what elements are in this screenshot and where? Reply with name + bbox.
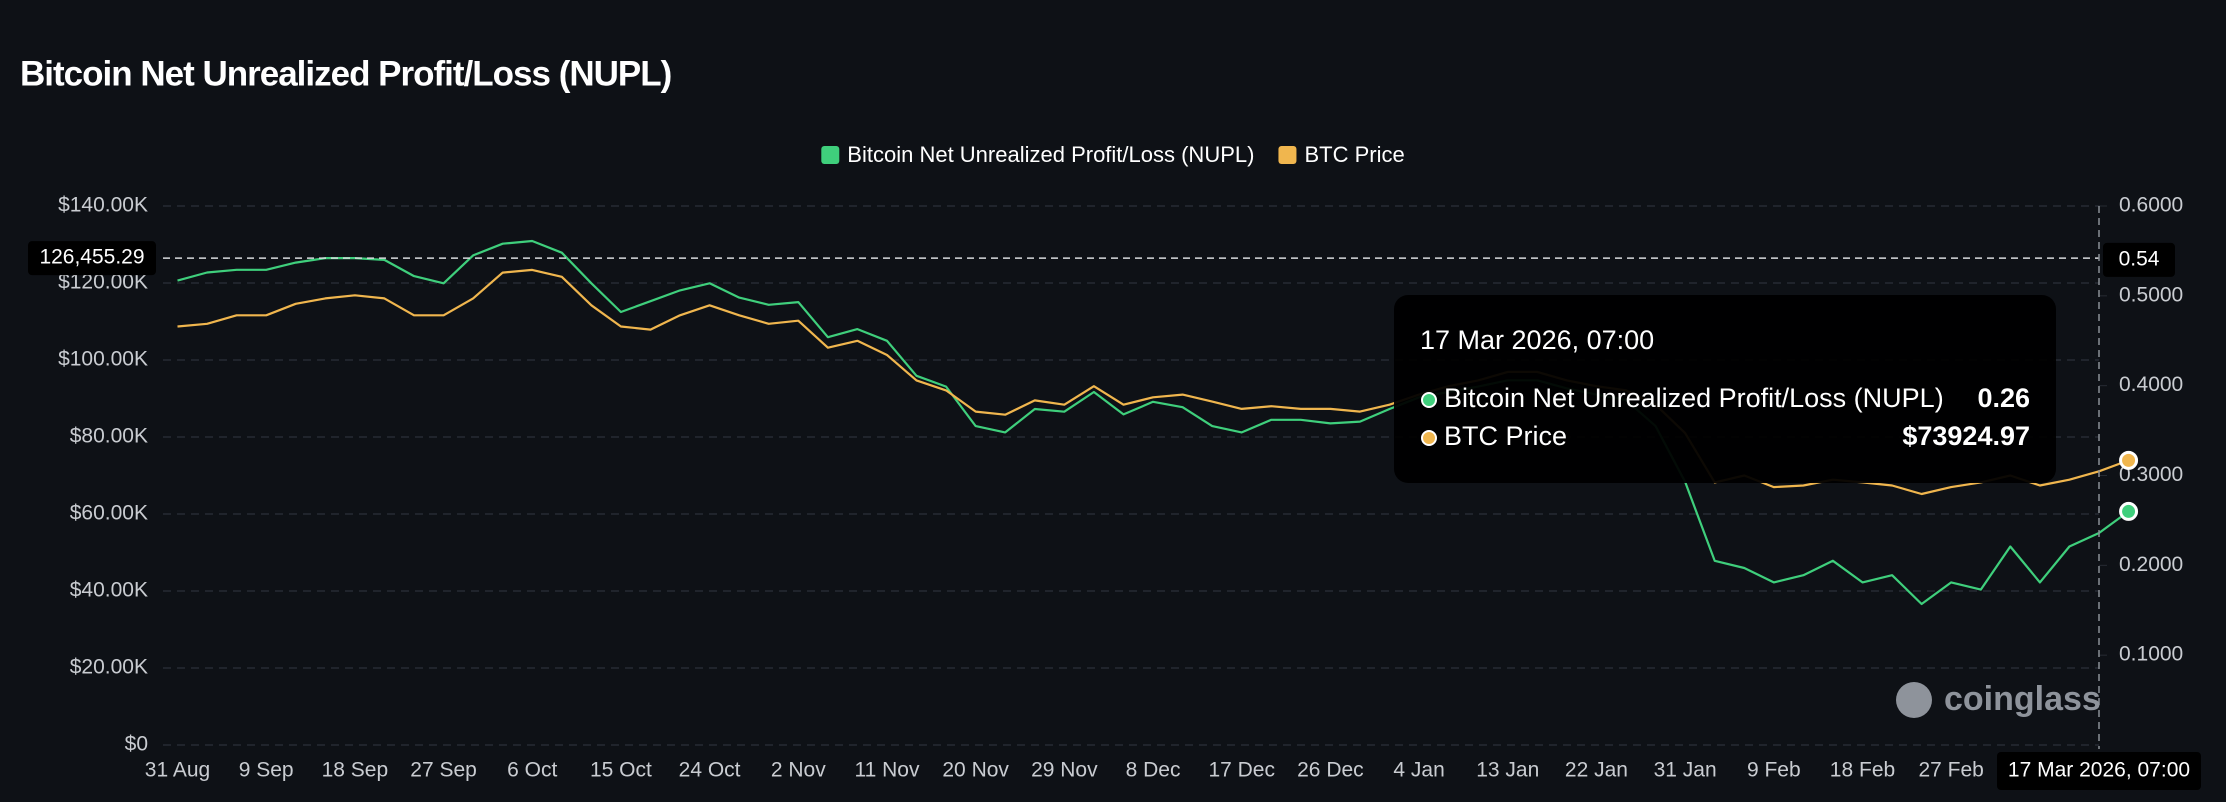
y-tick-label: $140.00K <box>58 194 148 217</box>
crosshair-y2-label: 0.54 <box>2119 247 2160 270</box>
y2-tick-label: 0.1000 <box>2119 643 2183 666</box>
x-tick-label: 18 Sep <box>322 759 389 782</box>
x-tick-label: 31 Jan <box>1654 759 1717 782</box>
y-tick-label: $40.00K <box>70 579 148 602</box>
watermark: coinglass <box>1944 680 2101 718</box>
watermark-icon <box>1896 682 1932 718</box>
crosshair-y-box <box>28 241 156 276</box>
tooltip-title: 17 Mar 2026, 07:00 <box>1420 325 1654 355</box>
tooltip: 17 Mar 2026, 07:00 Bitcoin Net Unrealized… <box>1394 295 2056 483</box>
overlay: 126,455.29 0.54 coinglass 17 Mar 2026, 07:0… <box>28 206 2201 790</box>
x-tick-label: 22 Jan <box>1565 759 1628 782</box>
x-tick-label: 17 Dec <box>1208 759 1275 782</box>
y2-tick-label: 0.6000 <box>2119 194 2183 217</box>
chart-title: Bitcoin Net Unrealized Profit/Loss (NUPL… <box>20 54 671 93</box>
y-tick-label: $100.00K <box>58 348 148 371</box>
x-tick-label: 31 Aug <box>145 759 210 782</box>
hover-dot <box>2119 450 2139 470</box>
x-tick-label: 11 Nov <box>854 759 919 782</box>
legend-label: Bitcoin Net Unrealized Profit/Loss (NUPL… <box>847 142 1254 167</box>
hover-dot <box>2119 501 2139 521</box>
crosshair-x-label: 17 Mar 2026, 07:00 <box>2008 759 2190 782</box>
crosshair-x-box <box>1997 752 2201 790</box>
y2-tick-label: 0.2000 <box>2119 553 2183 576</box>
x-tick-label: 13 Jan <box>1476 759 1539 782</box>
tooltip-box <box>1394 295 2056 483</box>
x-tick-label: 9 Sep <box>239 759 294 782</box>
tooltip-name: BTC Price <box>1444 421 1567 451</box>
x-tick-label: 9 Feb <box>1747 759 1801 782</box>
series-line <box>177 239 2130 606</box>
tooltip-name: Bitcoin Net Unrealized Profit/Loss (NUPL… <box>1444 383 1944 413</box>
x-tick-label: 27 Sep <box>410 759 477 782</box>
x-tick-label: 8 Dec <box>1126 759 1181 782</box>
legend-swatch <box>821 146 840 164</box>
tooltip-value: 0.26 <box>1977 383 2030 413</box>
tooltip-dot <box>1421 392 1437 408</box>
plot <box>177 239 2130 606</box>
tooltip-dot <box>1421 430 1437 446</box>
series-line <box>177 268 2129 496</box>
x-tick-label: 27 Feb <box>1918 759 1983 782</box>
y2-tick-label: 0.5000 <box>2119 283 2183 306</box>
x-tick-label: 29 Nov <box>1031 759 1098 782</box>
legend: Bitcoin Net Unrealized Profit/Loss (NUPL… <box>821 142 1405 167</box>
x-tick-label: 24 Oct <box>679 759 741 782</box>
x-tick-label: 6 Oct <box>507 759 557 782</box>
x-tick-label: 2 Nov <box>771 759 826 782</box>
legend-label: BTC Price <box>1304 142 1404 167</box>
x-tick-label: 4 Jan <box>1393 759 1444 782</box>
legend-swatch <box>1278 146 1297 164</box>
x-tick-label: 20 Nov <box>942 759 1009 782</box>
crosshair-y-label: 126,455.29 <box>39 246 144 269</box>
y-tick-label: $60.00K <box>70 502 148 525</box>
grid: $0 $20.00K $40.00K $60.00K $80.00K $100.00K $1… <box>58 142 2183 782</box>
y2-tick-label: 0.4000 <box>2119 373 2183 396</box>
y2-tick-label: 0.3000 <box>2119 463 2183 486</box>
x-tick-label: 26 Dec <box>1297 759 1364 782</box>
tooltip-value: $73924.97 <box>1902 421 2030 451</box>
x-tick-label: 15 Oct <box>590 759 652 782</box>
crosshair-y2-box <box>2103 242 2175 277</box>
y-tick-label: $120.00K <box>58 271 148 294</box>
y-tick-label: $80.00K <box>70 425 148 448</box>
y-tick-label: $0 <box>125 733 148 756</box>
x-tick-label: 18 Feb <box>1830 759 1895 782</box>
y-tick-label: $20.00K <box>70 656 148 679</box>
